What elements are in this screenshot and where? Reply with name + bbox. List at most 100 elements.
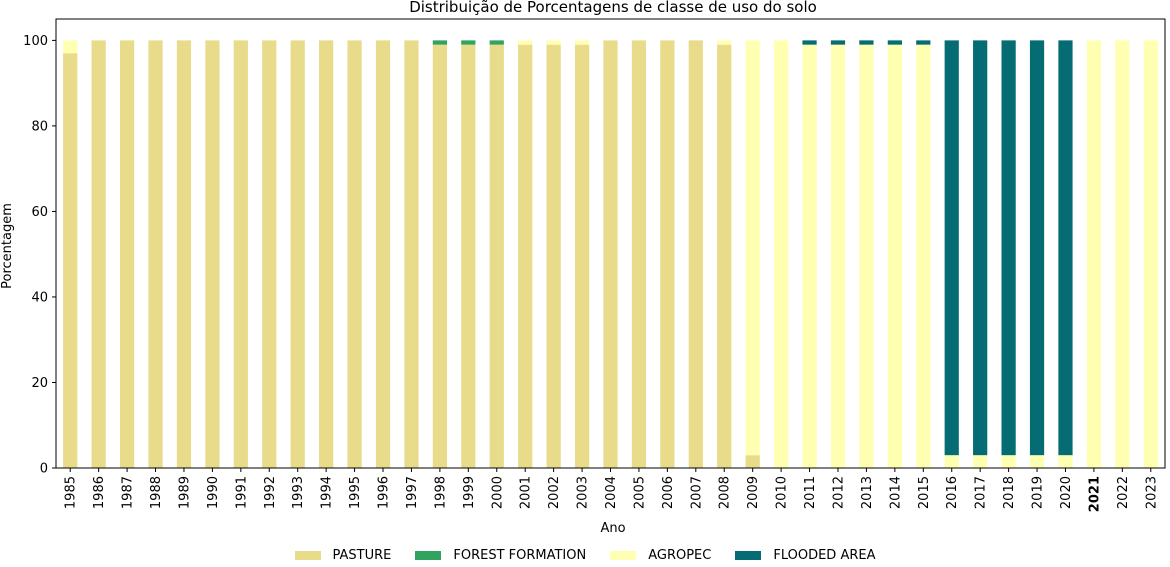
x-tick-label: 1987 — [121, 476, 136, 509]
legend-swatch — [294, 550, 321, 560]
bar-pasture-2009 — [745, 455, 760, 468]
x-tick-label: 1994 — [320, 476, 335, 509]
bar-flooded-area-2013 — [859, 40, 874, 45]
plot-frame — [55, 18, 1166, 469]
legend-label: AGROPEC — [648, 547, 712, 563]
legend-item-flooded-area: FLOODED AREA — [735, 548, 875, 563]
x-tick-label: 2010 — [775, 476, 790, 509]
x-tick-label: 2007 — [689, 476, 704, 509]
bar-pasture-2005 — [631, 40, 647, 468]
bar-agropec-2008 — [717, 40, 732, 45]
y-tick-label: 0 — [40, 462, 48, 477]
x-tick-label: 1995 — [348, 476, 363, 509]
x-tick-label: 1989 — [177, 476, 192, 509]
bar-pasture-1988 — [148, 40, 163, 468]
y-tick-label: 100 — [23, 34, 48, 49]
y-tick-label: 20 — [31, 376, 48, 391]
bar-pasture-2002 — [546, 44, 561, 469]
bar-flooded-area-2017 — [973, 40, 988, 456]
x-tick-label: 2011 — [803, 476, 818, 509]
bar-pasture-2006 — [660, 40, 675, 468]
x-tick-label: 2020 — [1059, 476, 1074, 509]
y-tick-label: 60 — [31, 205, 48, 220]
bar-agropec-1985 — [63, 40, 78, 54]
legend-swatch — [735, 550, 762, 560]
bar-pasture-1999 — [461, 44, 476, 469]
bar-agropec-2018 — [1001, 455, 1016, 468]
y-axis: 0 20 40 60 80 100 — [23, 34, 56, 477]
x-tick-label: 2018 — [1002, 476, 1017, 509]
bar-agropec-2022 — [1115, 40, 1130, 468]
bar-pasture-1991 — [233, 40, 248, 468]
legend: PASTURE FOREST FORMATION AGROPEC FLOODED AR… — [0, 545, 1170, 565]
x-tick-label: 2019 — [1031, 476, 1046, 509]
x-tick-label: 1997 — [405, 476, 420, 509]
x-tick-label: 1991 — [234, 476, 249, 509]
bar-pasture-1987 — [119, 40, 135, 468]
x-tick-label: 2008 — [718, 476, 733, 509]
x-tick-label: 2004 — [604, 476, 619, 509]
bar-pasture-1989 — [176, 40, 192, 468]
legend-item-forest-formation: FOREST FORMATION — [415, 548, 586, 563]
bar-agropec-2019 — [1029, 455, 1045, 468]
chart-title: Distribuição de Porcentagens de classe d… — [409, 0, 817, 16]
x-tick-label: 2012 — [831, 476, 846, 509]
bar-agropec-2020 — [1058, 455, 1073, 468]
y-tick-label: 80 — [31, 119, 48, 134]
bar-agropec-2012 — [830, 44, 846, 469]
bar-agropec-2017 — [973, 455, 988, 468]
x-tick-label: 2002 — [547, 476, 562, 509]
bar-flooded-area-2019 — [1029, 40, 1045, 456]
bar-agropec-2002 — [546, 40, 561, 45]
bar-forest-formation-1999 — [461, 40, 476, 45]
x-tick-label: 2014 — [888, 476, 903, 509]
legend-swatch — [610, 550, 637, 560]
y-tick-label: 40 — [31, 290, 48, 305]
bar-flooded-area-2011 — [802, 40, 817, 45]
bar-flooded-area-2016 — [944, 40, 959, 456]
bar-agropec-2003 — [574, 40, 590, 45]
bar-pasture-2001 — [518, 44, 533, 469]
x-tick-label: 1992 — [263, 476, 278, 509]
x-tick-label: 1998 — [433, 476, 448, 509]
bar-flooded-area-2015 — [916, 40, 931, 45]
x-tick-label: 2001 — [519, 476, 534, 509]
x-tick-label: 1996 — [377, 476, 392, 509]
bar-pasture-2007 — [688, 40, 703, 468]
x-tick-label: 2016 — [945, 476, 960, 509]
x-tick-label: 1988 — [149, 476, 164, 509]
x-tick-label: 2023 — [1144, 476, 1159, 509]
x-tick-label: 2006 — [661, 476, 676, 509]
x-axis-label: Ano — [600, 521, 625, 536]
bar-forest-formation-1998 — [432, 40, 447, 45]
bar-agropec-2011 — [802, 44, 817, 469]
legend-label: PASTURE — [332, 547, 392, 563]
x-tick-label: 2021 — [1087, 476, 1102, 512]
bar-flooded-area-2014 — [887, 40, 902, 45]
bar-agropec-2001 — [518, 40, 533, 45]
x-tick-label: 2013 — [860, 476, 875, 509]
legend-swatch — [415, 550, 442, 560]
bar-agropec-2023 — [1143, 40, 1158, 468]
legend-label: FOREST FORMATION — [453, 547, 587, 563]
bar-pasture-1996 — [375, 40, 391, 468]
bar-pasture-1994 — [319, 40, 334, 468]
bar-pasture-2003 — [574, 44, 590, 469]
x-tick-label: 2005 — [632, 476, 647, 509]
bar-agropec-2016 — [944, 455, 959, 468]
x-tick-label: 2017 — [974, 476, 989, 509]
x-tick-label: 1990 — [206, 476, 221, 509]
bar-pasture-1985 — [63, 53, 78, 468]
bar-pasture-1997 — [404, 40, 419, 468]
x-tick-label: 2022 — [1116, 476, 1131, 509]
legend-item-pasture: PASTURE — [294, 547, 392, 563]
bar-agropec-2009 — [745, 40, 760, 456]
bar-agropec-2021 — [1086, 40, 1102, 468]
bar-agropec-2014 — [887, 44, 902, 469]
x-tick-label: 2009 — [746, 476, 761, 509]
bar-pasture-1995 — [347, 40, 362, 468]
bar-pasture-2000 — [489, 44, 504, 469]
x-tick-label: 1986 — [92, 476, 107, 509]
bar-pasture-1990 — [205, 40, 220, 468]
bar-agropec-2010 — [774, 40, 789, 468]
